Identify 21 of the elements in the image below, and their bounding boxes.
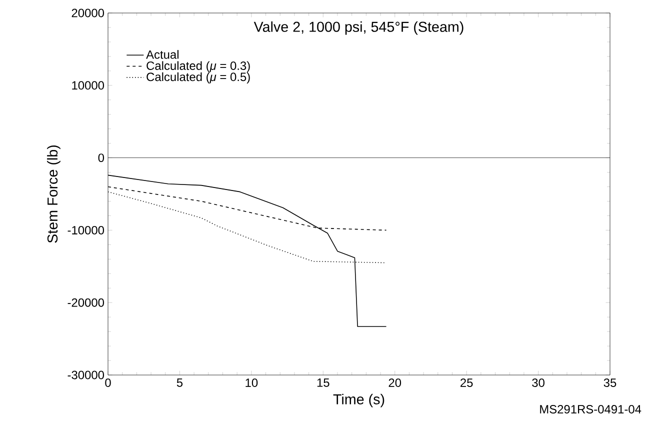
text: MS291RS-0491-04 bbox=[540, 405, 642, 414]
x-tick-label: 10 bbox=[246, 378, 258, 387]
legend-label: Calculated (μ = 0.5) bbox=[146, 72, 250, 84]
legend-label: Actual bbox=[146, 50, 178, 59]
x-tick-label: 5 bbox=[176, 378, 183, 387]
legend-label: Calculated (μ = 0.3) bbox=[146, 61, 250, 72]
x-axis-title: Time (s) bbox=[333, 394, 384, 408]
x-tick-label: 0 bbox=[105, 378, 111, 387]
x-tick-label: 35 bbox=[604, 378, 616, 387]
y-tick-label: 0 bbox=[98, 154, 104, 162]
y-tick-label: -10000 bbox=[68, 226, 104, 234]
y-axis-title: Stem Force (lb) bbox=[47, 145, 60, 243]
x-tick-label: 20 bbox=[388, 378, 402, 387]
y-tick-label: 20000 bbox=[72, 8, 104, 18]
y-tick-label: -20000 bbox=[68, 298, 104, 307]
x-tick-label: 30 bbox=[532, 378, 544, 387]
x-tick-label: 15 bbox=[317, 378, 330, 387]
y-tick-label: -30000 bbox=[68, 370, 104, 380]
x-tick-label: 25 bbox=[460, 378, 473, 387]
y-tick-label: 10000 bbox=[72, 81, 104, 90]
text: Valve 2, 1000 psi, 545°F (Steam) bbox=[254, 21, 464, 35]
